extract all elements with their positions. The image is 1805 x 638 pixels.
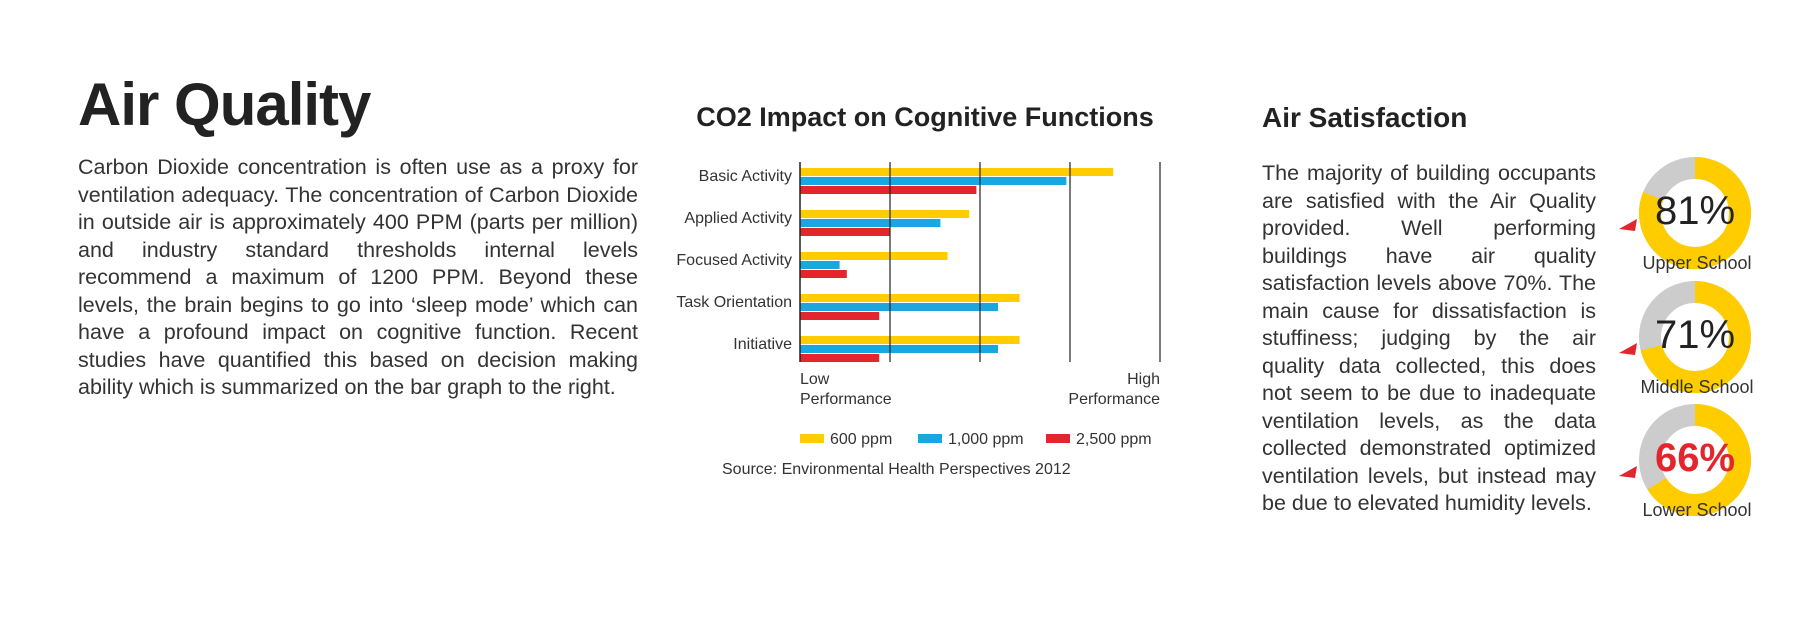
- air-quality-section: Air Quality Carbon Dioxide concentration…: [78, 68, 638, 402]
- donut-chart-lower-school: [1619, 404, 1751, 516]
- air-quality-description: Carbon Dioxide concentration is often us…: [78, 155, 638, 399]
- axis-low-label-0: Low: [800, 371, 830, 388]
- chart-source: Source: Environmental Health Perspective…: [722, 461, 1071, 478]
- category-label-focused-activity: Focused Activity: [676, 252, 792, 269]
- category-label-basic-activity: Basic Activity: [699, 168, 792, 185]
- category-label-applied-activity: Applied Activity: [684, 210, 792, 227]
- donut-fill-middle-school: [1639, 281, 1751, 393]
- bar-focused-activity-1000ppm: [800, 261, 840, 269]
- donut-percent-upper-school: 81%: [1654, 189, 1736, 233]
- chart-title: CO2 Impact on Cognitive Functions: [696, 102, 1154, 132]
- bar-initiative-2500ppm: [800, 354, 880, 362]
- bar-applied-activity-600ppm: [800, 210, 970, 218]
- axis-high-label-1: Performance: [1068, 391, 1160, 408]
- donut-pointer-upper-school: [1619, 219, 1637, 231]
- donut-chart-upper-school: [1619, 157, 1751, 269]
- donut-label-middle-school: Middle School: [1640, 377, 1754, 397]
- bar-focused-activity-600ppm: [800, 252, 948, 260]
- legend-swatch-600ppm: [800, 434, 824, 443]
- bar-basic-activity-2500ppm: [800, 186, 977, 194]
- bar-task-orientation-2500ppm: [800, 312, 880, 320]
- donut-middle-school: 71% Middle School: [1617, 281, 1757, 411]
- donut-label-upper-school: Upper School: [1642, 253, 1752, 273]
- donut-percent-lower-school: 66%: [1654, 436, 1736, 480]
- bar-focused-activity-2500ppm: [800, 270, 847, 278]
- bar-basic-activity-600ppm: [800, 168, 1114, 176]
- donut-pointer-lower-school: [1619, 466, 1637, 478]
- donut-chart-middle-school: [1619, 281, 1751, 393]
- legend-label-600ppm: 600 ppm: [830, 431, 892, 448]
- axis-low-label-1: Performance: [800, 391, 892, 408]
- donut-label-lower-school: Lower School: [1642, 500, 1752, 520]
- donut-fill-upper-school: [1639, 157, 1751, 269]
- page-title: Air Quality: [78, 71, 371, 138]
- bar-initiative-600ppm: [800, 336, 1020, 344]
- bar-basic-activity-1000ppm: [800, 177, 1067, 185]
- donut-percent-middle-school: 71%: [1654, 313, 1736, 357]
- legend-label-2500ppm: 2,500 ppm: [1076, 431, 1152, 448]
- legend-swatch-1000ppm: [918, 434, 942, 443]
- bar-task-orientation-600ppm: [800, 294, 1020, 302]
- category-label-initiative: Initiative: [733, 336, 792, 353]
- bar-initiative-1000ppm: [800, 345, 998, 353]
- legend-swatch-2500ppm: [1046, 434, 1070, 443]
- bar-task-orientation-1000ppm: [800, 303, 998, 311]
- bar-applied-activity-1000ppm: [800, 219, 941, 227]
- donut-lower-school: 66% Lower School: [1617, 404, 1757, 534]
- donut-upper-school: 81% Upper School: [1617, 157, 1757, 287]
- air-satisfaction-title: Air Satisfaction: [1262, 102, 1468, 133]
- donut-fill-lower-school: [1639, 404, 1751, 516]
- axis-high-label-0: High: [1127, 371, 1160, 388]
- co2-bar-chart: Basic Activity Applied Activity Focused Ac…: [676, 162, 1161, 478]
- legend-label-1000ppm: 1,000 ppm: [948, 431, 1024, 448]
- donut-pointer-middle-school: [1619, 343, 1637, 355]
- air-satisfaction-description: The majority of building occupants are s…: [1262, 161, 1596, 515]
- category-label-task-orientation: Task Orientation: [676, 294, 792, 311]
- bar-applied-activity-2500ppm: [800, 228, 890, 236]
